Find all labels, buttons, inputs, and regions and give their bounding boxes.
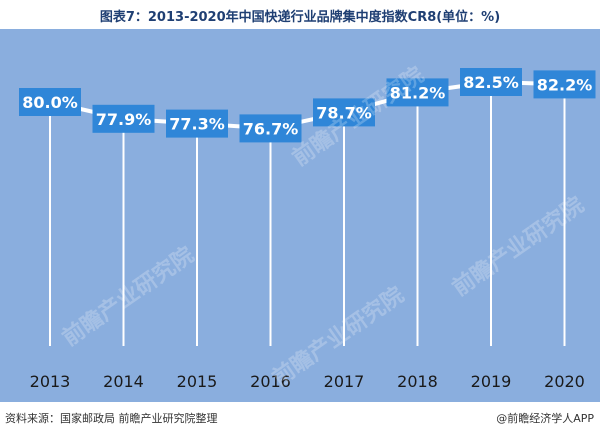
data-label: 77.9% bbox=[96, 110, 152, 129]
brand-credit: @前瞻经济学人APP bbox=[496, 412, 594, 425]
data-label-box bbox=[386, 78, 449, 107]
data-label-box bbox=[313, 98, 375, 127]
data-label-box bbox=[92, 104, 155, 133]
chart-plot-area: 前瞻产业研究院 前瞻产业研究院 前瞻产业研究院 前瞻产业研究院 80.0% 77.… bbox=[0, 29, 600, 402]
data-label-box bbox=[19, 88, 81, 116]
footer: 资料来源：国家邮政局 前瞻产业研究院整理 @前瞻经济学人APP bbox=[0, 403, 600, 432]
chart-title: 图表7：2013-2020年中国快递行业品牌集中度指数CR8(单位：%) bbox=[99, 10, 501, 25]
x-tick-label: 2013 bbox=[30, 372, 71, 391]
data-label: 82.5% bbox=[463, 73, 519, 92]
data-label: 77.3% bbox=[169, 115, 225, 134]
x-tick-label: 2020 bbox=[544, 372, 585, 391]
data-label-box bbox=[166, 109, 228, 138]
data-label-box bbox=[533, 70, 596, 99]
x-tick-label: 2018 bbox=[397, 372, 438, 391]
data-label-box bbox=[460, 68, 522, 96]
x-tick-label: 2019 bbox=[471, 372, 512, 391]
data-label-box bbox=[239, 114, 302, 143]
data-label: 76.7% bbox=[243, 119, 299, 138]
x-tick-label: 2014 bbox=[103, 372, 144, 391]
data-label: 80.0% bbox=[22, 93, 78, 112]
data-label: 81.2% bbox=[390, 83, 446, 102]
x-tick-label: 2015 bbox=[177, 372, 218, 391]
line-chart: 80.0% 77.9% 77.3% 76.7% 78.7% 81.2% 82.5% 82.2%… bbox=[19, 68, 596, 391]
data-label: 78.7% bbox=[316, 103, 372, 122]
x-tick-label: 2017 bbox=[324, 372, 365, 391]
data-label: 82.2% bbox=[537, 75, 593, 94]
source-note: 资料来源：国家邮政局 前瞻产业研究院整理 bbox=[5, 412, 218, 425]
x-tick-label: 2016 bbox=[250, 372, 291, 391]
